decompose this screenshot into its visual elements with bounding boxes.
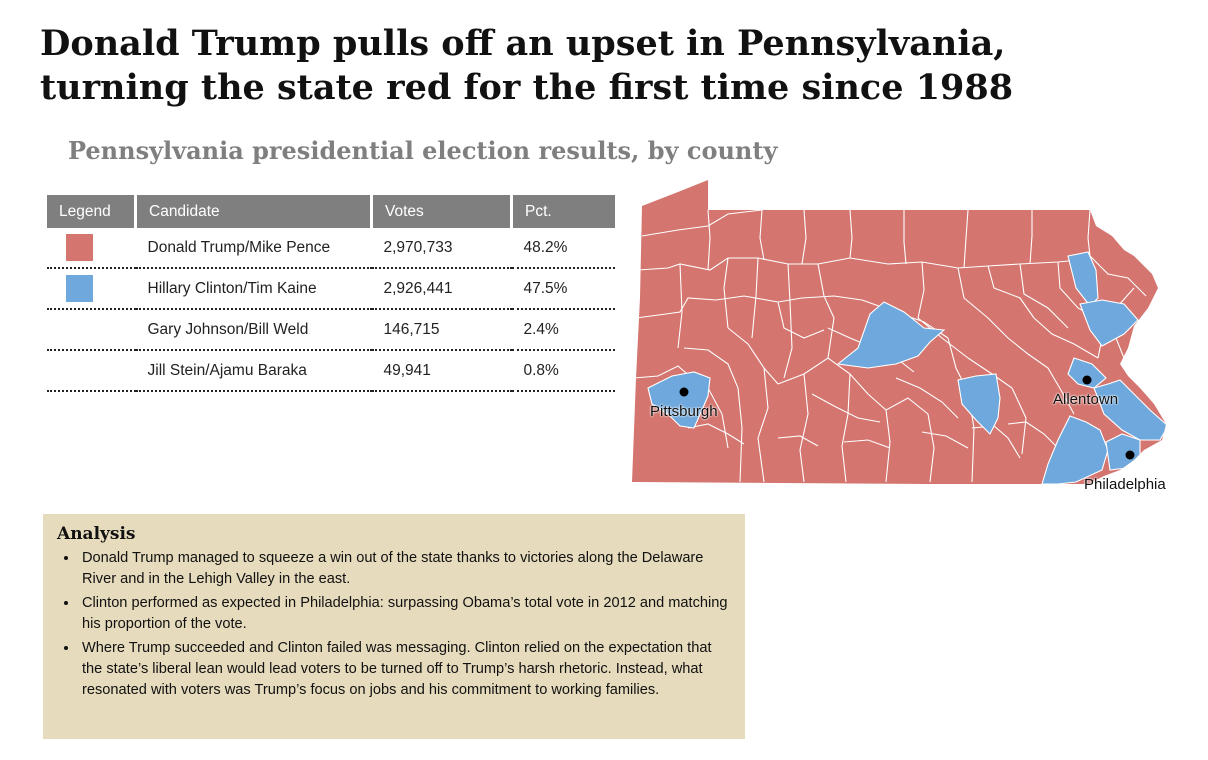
allegheny-county <box>647 371 711 429</box>
dauphin-county <box>957 373 1001 435</box>
analysis-list: Donald Trump managed to squeeze a win ou… <box>57 548 729 701</box>
analysis-box: Analysis Donald Trump managed to squeeze… <box>43 514 745 739</box>
chester-county <box>1041 415 1109 484</box>
analysis-bullet: Clinton performed as expected in Philade… <box>79 593 729 635</box>
monroe-county <box>1079 299 1139 347</box>
table-row: Gary Johnson/Bill Weld 146,715 2.4% <box>47 309 615 351</box>
counties-layer <box>632 180 1166 484</box>
city-markers <box>679 375 1135 460</box>
legend-cell <box>47 228 136 269</box>
votes-cell: 2,970,733 <box>371 228 512 269</box>
candidate-cell: Hillary Clinton/Tim Kaine <box>135 268 372 310</box>
pct-cell: 48.2% <box>511 228 615 269</box>
header-pct: Pct. <box>511 195 615 228</box>
pittsburgh-dot <box>679 387 689 397</box>
analysis-title: Analysis <box>57 524 136 544</box>
headline: Donald Trump pulls off an upset in Penns… <box>40 22 1160 110</box>
table-row: Donald Trump/Mike Pence 2,970,733 48.2% <box>47 228 615 269</box>
table-row: Jill Stein/Ajamu Baraka 49,941 0.8% <box>47 350 615 392</box>
votes-cell: 49,941 <box>371 350 512 392</box>
table-header-row: Legend Candidate Votes Pct. <box>47 195 615 228</box>
candidate-cell: Donald Trump/Mike Pence <box>135 228 372 269</box>
clinton-swatch <box>66 275 93 302</box>
headline-line-2: turning the state red for the first time… <box>40 67 1014 108</box>
pennsylvania-county-map: Pittsburgh Allentown Philadelphia <box>628 178 1188 498</box>
header-candidate: Candidate <box>135 195 373 228</box>
lackawanna-county <box>1067 251 1099 307</box>
city-label-pittsburgh: Pittsburgh <box>650 403 718 420</box>
header-votes: Votes <box>371 195 513 228</box>
candidate-cell: Gary Johnson/Bill Weld <box>135 309 372 351</box>
votes-cell: 2,926,441 <box>371 268 512 310</box>
bucks-montgomery-counties <box>1093 379 1166 441</box>
results-table: Legend Candidate Votes Pct. Donald Trump… <box>47 195 615 392</box>
legend-cell <box>47 350 136 392</box>
analysis-bullet: Donald Trump managed to squeeze a win ou… <box>79 548 729 590</box>
city-label-allentown: Allentown <box>1053 391 1119 408</box>
trump-swatch <box>66 234 93 261</box>
allentown-dot <box>1082 375 1092 385</box>
map-svg <box>632 180 1166 484</box>
city-label-philadelphia: Philadelphia <box>1084 476 1166 493</box>
header-legend: Legend <box>47 195 137 228</box>
pct-cell: 2.4% <box>511 309 615 351</box>
candidate-cell: Jill Stein/Ajamu Baraka <box>135 350 372 392</box>
legend-cell <box>47 309 136 351</box>
clinton-counties <box>647 251 1166 484</box>
map-subtitle: Pennsylvania presidential election resul… <box>68 136 778 165</box>
centre-county <box>836 301 946 369</box>
county-borders <box>633 209 1147 483</box>
analysis-bullet: Where Trump succeeded and Clinton failed… <box>79 638 729 701</box>
philadelphia-dot <box>1125 450 1135 460</box>
delaware-philadelphia-counties <box>1105 433 1141 471</box>
pct-cell: 0.8% <box>511 350 615 392</box>
votes-cell: 146,715 <box>371 309 512 351</box>
table-row: Hillary Clinton/Tim Kaine 2,926,441 47.5… <box>47 268 615 310</box>
pct-cell: 47.5% <box>511 268 615 310</box>
legend-cell <box>47 268 136 310</box>
headline-line-1: Donald Trump pulls off an upset in Penns… <box>40 23 1006 64</box>
